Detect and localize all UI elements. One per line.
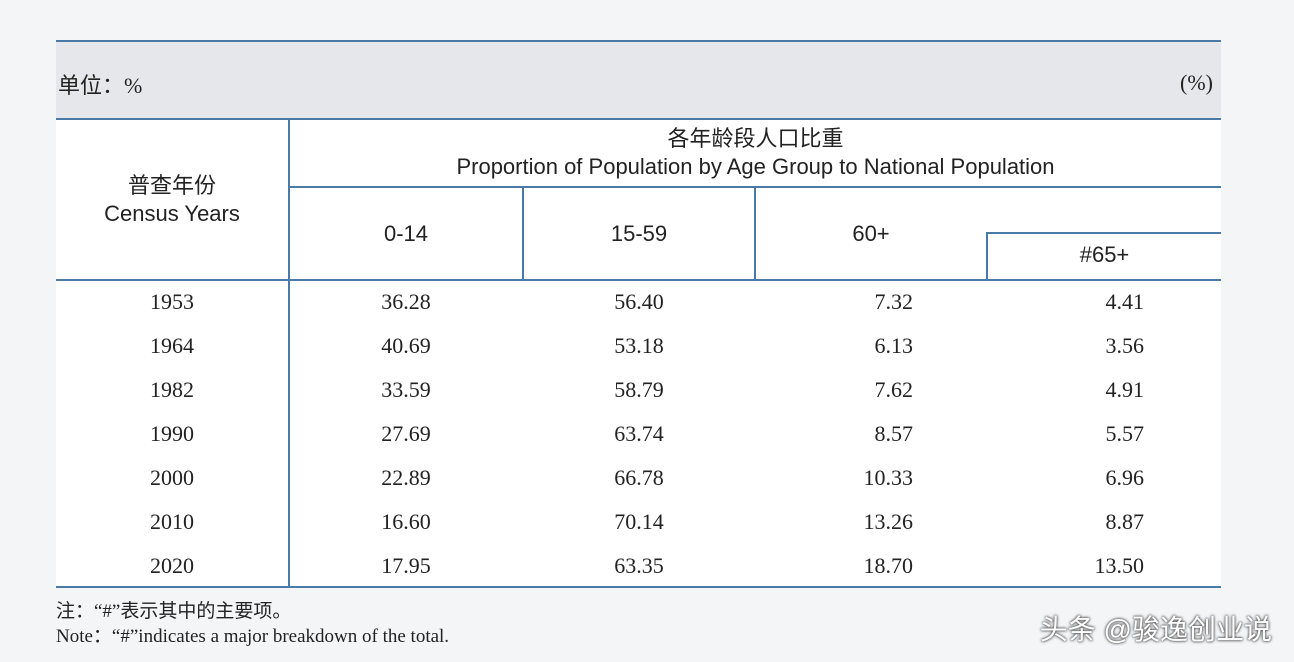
watermark: 头条 @骏逸创业说 bbox=[1039, 614, 1272, 645]
cell-b: 56.40 bbox=[614, 289, 664, 314]
table-row: 1953 36.28 56.40 7.32 4.41 bbox=[56, 281, 1221, 325]
cell-d: 4.91 bbox=[1105, 377, 1145, 402]
cell-a: 36.28 bbox=[381, 289, 431, 314]
cell-c: 7.62 bbox=[874, 377, 914, 402]
cell-b: 66.78 bbox=[614, 465, 664, 490]
cell-c: 6.13 bbox=[874, 333, 914, 358]
cell-d: 4.41 bbox=[1105, 289, 1145, 314]
cell-d: 6.96 bbox=[1105, 465, 1145, 490]
cell-b: 58.79 bbox=[614, 377, 664, 402]
cell-b: 70.14 bbox=[614, 509, 664, 534]
cell-year: 1953 bbox=[150, 289, 194, 314]
table-header: 普查年份 Census Years 各年龄段人口比重 Proportion of… bbox=[56, 120, 1221, 281]
cell-c: 7.32 bbox=[874, 289, 914, 314]
note-en: Note：“#”indicates a major breakdown of t… bbox=[56, 626, 450, 647]
cell-year: 1990 bbox=[150, 421, 194, 446]
cell-d: 8.87 bbox=[1105, 509, 1145, 534]
cell-b: 53.18 bbox=[614, 333, 664, 358]
proportion-zh: 各年龄段人口比重 bbox=[667, 126, 844, 151]
cell-b: 63.74 bbox=[614, 421, 664, 446]
unit-label-en: (%) bbox=[1180, 70, 1213, 95]
cell-a: 16.60 bbox=[381, 509, 431, 534]
cell-c: 13.26 bbox=[863, 509, 914, 534]
cell-year: 1964 bbox=[150, 333, 194, 358]
col-60-plus: 60+ bbox=[852, 221, 890, 246]
cell-year: 2010 bbox=[150, 509, 194, 534]
cell-d: 3.56 bbox=[1105, 333, 1145, 358]
proportion-en: Proportion of Population by Age Group to… bbox=[456, 154, 1055, 179]
table-row: 2000 22.89 66.78 10.33 6.96 bbox=[56, 457, 1221, 501]
cell-year: 1982 bbox=[150, 377, 194, 402]
unit-bar: 单位：% (%) bbox=[56, 40, 1221, 120]
census-years-header: 普查年份 Census Years bbox=[56, 172, 288, 228]
proportion-header: 各年龄段人口比重 Proportion of Population by Age… bbox=[290, 125, 1221, 181]
col-15-59: 15-59 bbox=[610, 221, 668, 246]
cell-d: 5.57 bbox=[1105, 421, 1145, 446]
col-65-plus: #65+ bbox=[1079, 242, 1130, 267]
table-row: 1982 33.59 58.79 7.62 4.91 bbox=[56, 369, 1221, 413]
cell-a: 33.59 bbox=[381, 377, 431, 402]
cell-year: 2000 bbox=[150, 465, 194, 490]
table-row: 2020 17.95 63.35 18.70 13.50 bbox=[56, 545, 1221, 589]
cell-b: 63.35 bbox=[614, 553, 664, 578]
cell-c: 8.57 bbox=[874, 421, 914, 446]
col-0-14: 0-14 bbox=[383, 221, 429, 246]
cell-d: 13.50 bbox=[1094, 553, 1145, 578]
table-row: 1990 27.69 63.74 8.57 5.57 bbox=[56, 413, 1221, 457]
cell-year: 2020 bbox=[150, 553, 194, 578]
census-years-zh: 普查年份 bbox=[127, 173, 216, 198]
census-years-en: Census Years bbox=[104, 201, 240, 226]
table-body: 1953 36.28 56.40 7.32 4.41 1964 40.69 53.18 6.13… bbox=[56, 281, 1221, 588]
table-row: 1964 40.69 53.18 6.13 3.56 bbox=[56, 325, 1221, 369]
cell-c: 10.33 bbox=[863, 465, 914, 490]
population-table: 单位：% (%) 普查年份 Census Years 各年龄段人口比重 Prop… bbox=[56, 40, 1221, 588]
cell-a: 27.69 bbox=[381, 421, 431, 446]
cell-a: 40.69 bbox=[381, 333, 431, 358]
cell-c: 18.70 bbox=[863, 553, 914, 578]
table-row: 2010 16.60 70.14 13.26 8.87 bbox=[56, 501, 1221, 545]
unit-label: 单位：% bbox=[58, 73, 143, 98]
cell-a: 22.89 bbox=[381, 465, 431, 490]
cell-a: 17.95 bbox=[381, 553, 431, 578]
note-zh: 注：“#”表示其中的主要项。 bbox=[56, 601, 292, 622]
